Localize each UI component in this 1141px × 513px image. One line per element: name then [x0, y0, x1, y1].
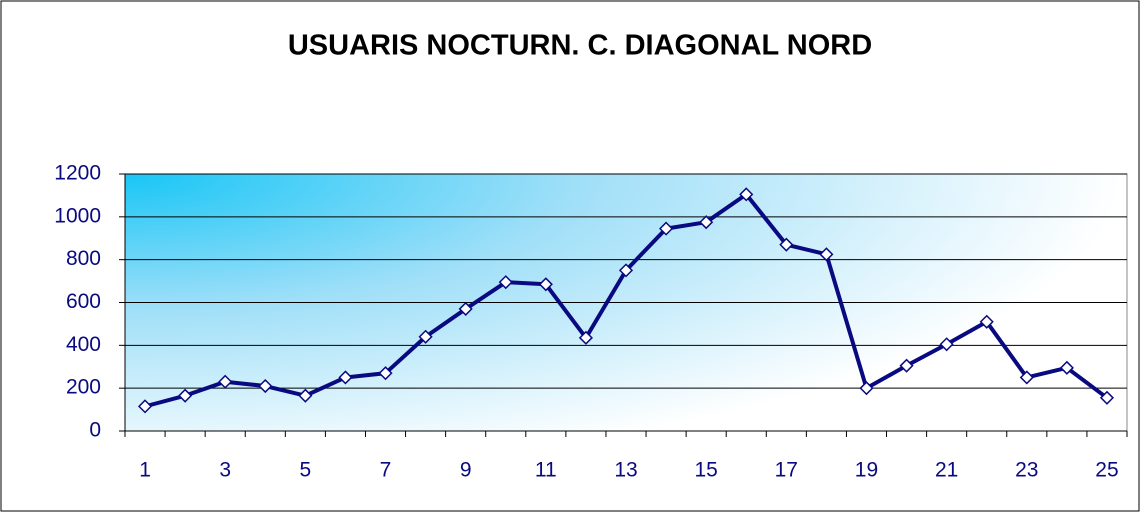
x-tick-label: 15: [694, 459, 717, 482]
marker: [699, 215, 714, 230]
y-tick-label: 0: [89, 419, 101, 442]
chart-title: USUARIS NOCTURN. C. DIAGONAL NORD: [288, 30, 872, 62]
marker: [659, 221, 674, 236]
x-tick-label: 13: [614, 459, 637, 482]
x-tick-label: 7: [380, 459, 392, 482]
x-tick-label: 17: [775, 459, 798, 482]
y-tick-label: 600: [66, 290, 101, 313]
marker: [939, 337, 954, 352]
marker: [458, 301, 473, 316]
x-tick-label: 23: [1015, 459, 1038, 482]
marker: [538, 277, 553, 292]
x-tick-label: 1: [139, 459, 151, 482]
x-tick-label: 25: [1095, 459, 1118, 482]
y-tick-label: 400: [66, 333, 101, 356]
marker: [739, 187, 754, 202]
marker: [338, 370, 353, 385]
marker: [218, 374, 233, 389]
marker: [859, 381, 874, 396]
marker: [1059, 360, 1074, 375]
marker: [178, 388, 193, 403]
marker: [378, 366, 393, 381]
y-tick-label: 800: [66, 247, 101, 270]
x-tick-label: 9: [460, 459, 472, 482]
marker: [137, 399, 153, 414]
x-tick-label: 19: [855, 459, 878, 482]
marker: [498, 275, 513, 290]
marker: [418, 329, 433, 344]
marker: [618, 263, 634, 278]
x-tick-label: 3: [219, 459, 231, 482]
x-tick-label: 5: [300, 459, 312, 482]
marker: [979, 314, 994, 329]
marker: [819, 247, 834, 262]
x-tick-label: 21: [935, 459, 958, 482]
marker: [578, 330, 593, 345]
marker: [1099, 390, 1115, 405]
y-tick-label: 1200: [54, 162, 101, 185]
x-tick-label: 11: [535, 459, 557, 482]
marker: [298, 388, 313, 403]
marker: [899, 358, 914, 373]
marker: [258, 378, 273, 394]
marker: [779, 237, 794, 252]
y-tick-label: 200: [66, 376, 101, 399]
y-tick-label: 1000: [54, 204, 101, 227]
marker: [1019, 370, 1034, 385]
